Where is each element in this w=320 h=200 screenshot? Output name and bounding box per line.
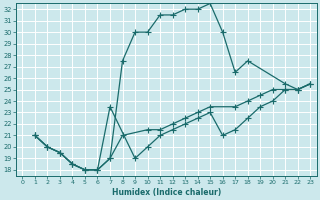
X-axis label: Humidex (Indice chaleur): Humidex (Indice chaleur)	[112, 188, 221, 197]
